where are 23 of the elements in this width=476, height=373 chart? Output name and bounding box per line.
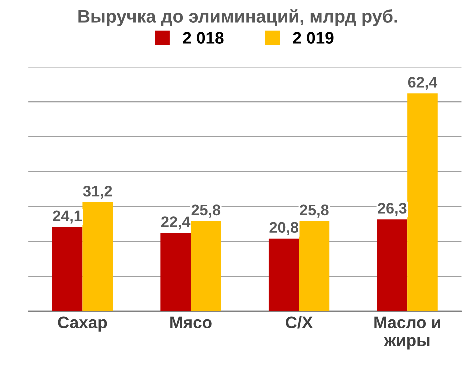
legend-label: 2 019	[293, 32, 334, 44]
bar	[82, 202, 114, 312]
legend-label: 2 018	[183, 32, 224, 44]
bar	[377, 220, 408, 312]
bar	[190, 221, 222, 312]
data-label: 20,8	[270, 222, 299, 236]
data-label: 62,4	[408, 77, 438, 90]
chart-title: Выручка до элиминаций, млрд руб.	[78, 9, 398, 27]
data-label: 25,8	[300, 204, 329, 218]
bar	[268, 238, 300, 312]
data-label: 24,1	[53, 210, 82, 224]
bar	[160, 233, 191, 312]
bar	[52, 227, 83, 312]
data-label: 22,4	[162, 216, 191, 230]
data-label: 26,3	[378, 203, 407, 216]
data-label: 25,8	[192, 204, 221, 218]
x-tick-label: Масло и жиры	[374, 316, 440, 350]
x-tick-label: Сахар	[58, 316, 108, 332]
bar	[299, 221, 330, 312]
x-tick-label: Мясо	[170, 316, 212, 329]
bar	[408, 94, 438, 312]
data-label: 31,2	[83, 186, 112, 199]
x-tick-label: С/Х	[286, 316, 314, 329]
